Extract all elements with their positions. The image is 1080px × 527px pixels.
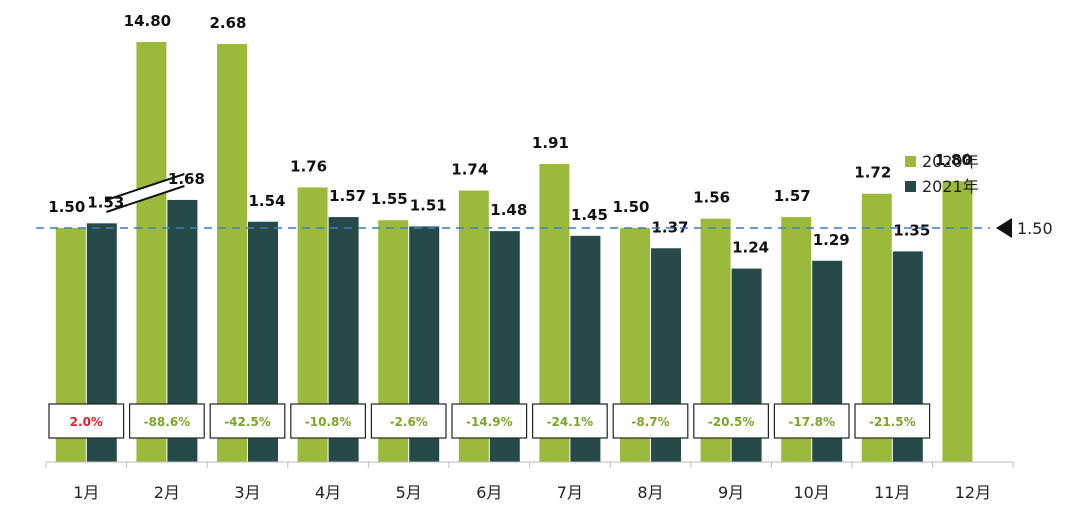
yoy-change-label: -17.8%	[788, 415, 835, 429]
data-label-2021: 1.53	[87, 193, 124, 211]
yoy-change-label: -10.8%	[305, 415, 352, 429]
data-label-2021: 1.24	[732, 239, 769, 257]
x-tick-label: 6月	[476, 483, 502, 502]
legend-label: 2021年	[922, 177, 979, 196]
yoy-change-label: -2.6%	[390, 415, 428, 429]
data-label-2020: 14.80	[124, 12, 171, 30]
yoy-box	[693, 403, 769, 439]
yoy-box	[290, 403, 366, 439]
data-label-2020: 1.80	[935, 151, 972, 169]
x-tick-label: 11月	[874, 483, 910, 502]
yoy-change-label: -24.1%	[547, 415, 594, 429]
axis-break-gap	[106, 174, 185, 212]
bar-2020	[217, 43, 247, 463]
yoy-box	[48, 403, 125, 439]
x-tick-label: 5月	[396, 483, 422, 502]
yoy-box	[854, 403, 931, 439]
yoy-change-label: -8.7%	[631, 415, 669, 429]
data-label-2020: 1.50	[48, 198, 85, 216]
yoy-change-label: 2.0%	[70, 415, 103, 429]
legend-swatch	[905, 181, 916, 192]
data-label-2020: 1.56	[693, 189, 730, 207]
data-label-2020: 1.55	[371, 190, 408, 208]
data-label-2021: 1.57	[329, 187, 366, 205]
data-label-2021: 1.35	[893, 221, 930, 239]
data-label-2021: 1.45	[571, 206, 608, 224]
x-tick-label: 1月	[73, 483, 99, 502]
bar-2020	[942, 181, 973, 462]
x-tick-label: 3月	[234, 483, 260, 502]
bar-2020	[136, 42, 167, 462]
yoy-change-label: -21.5%	[869, 415, 916, 429]
yoy-change-label: -88.6%	[144, 415, 191, 429]
yoy-box	[370, 403, 447, 439]
yoy-box	[531, 403, 608, 439]
reference-line-group: 1.50	[36, 218, 1053, 238]
legend: 2020年 2021年	[905, 152, 979, 196]
x-tick-label: 9月	[718, 483, 744, 502]
x-tick-label: 7月	[557, 483, 583, 502]
yoy-box	[129, 403, 205, 439]
legend-swatch	[905, 156, 916, 167]
data-label-2021: 1.29	[813, 231, 850, 249]
bar-group	[55, 42, 973, 463]
x-tick-label: 12月	[955, 483, 991, 502]
x-axis: 1月 2月 3月 4月 5月 6月 7月 8月 9月 10月 11月 12月	[45, 461, 1014, 502]
data-label-2021: 1.68	[168, 170, 205, 188]
data-label-2020: 1.74	[451, 161, 488, 179]
yoy-box	[209, 403, 286, 439]
reference-line-label: 1.50	[1017, 219, 1053, 238]
data-label-2020: 1.76	[290, 157, 327, 175]
data-label-2021: 1.48	[490, 201, 527, 219]
yoy-box	[773, 403, 850, 439]
axis-break-mark	[106, 185, 185, 213]
yoy-change-label: -42.5%	[224, 415, 271, 429]
x-tick-label: 2月	[154, 483, 180, 502]
legend-label: 2020年	[922, 152, 979, 171]
reference-marker-icon	[996, 218, 1012, 238]
yoy-change-boxes: 2.0% -88.6% -42.5% -10.8% -2.6% -14.9% -24.1% -…	[48, 403, 931, 439]
yoy-change-label: -20.5%	[708, 415, 755, 429]
data-label-2021: 1.51	[410, 196, 447, 214]
yoy-box	[612, 403, 689, 439]
data-label-2020: 2.68	[209, 14, 246, 32]
data-label-2020: 1.50	[612, 198, 649, 216]
x-tick-label: 10月	[794, 483, 830, 502]
data-label-2020: 1.72	[854, 164, 891, 182]
axis-break-mark	[106, 173, 185, 201]
data-label-2020: 1.57	[774, 187, 811, 205]
yoy-change-label: -14.9%	[466, 415, 513, 429]
data-label-2021: 1.54	[248, 192, 285, 210]
yoy-box	[451, 403, 528, 439]
x-tick-label: 8月	[637, 483, 663, 502]
data-label-2020: 1.91	[532, 134, 569, 152]
x-tick-label: 4月	[315, 483, 341, 502]
